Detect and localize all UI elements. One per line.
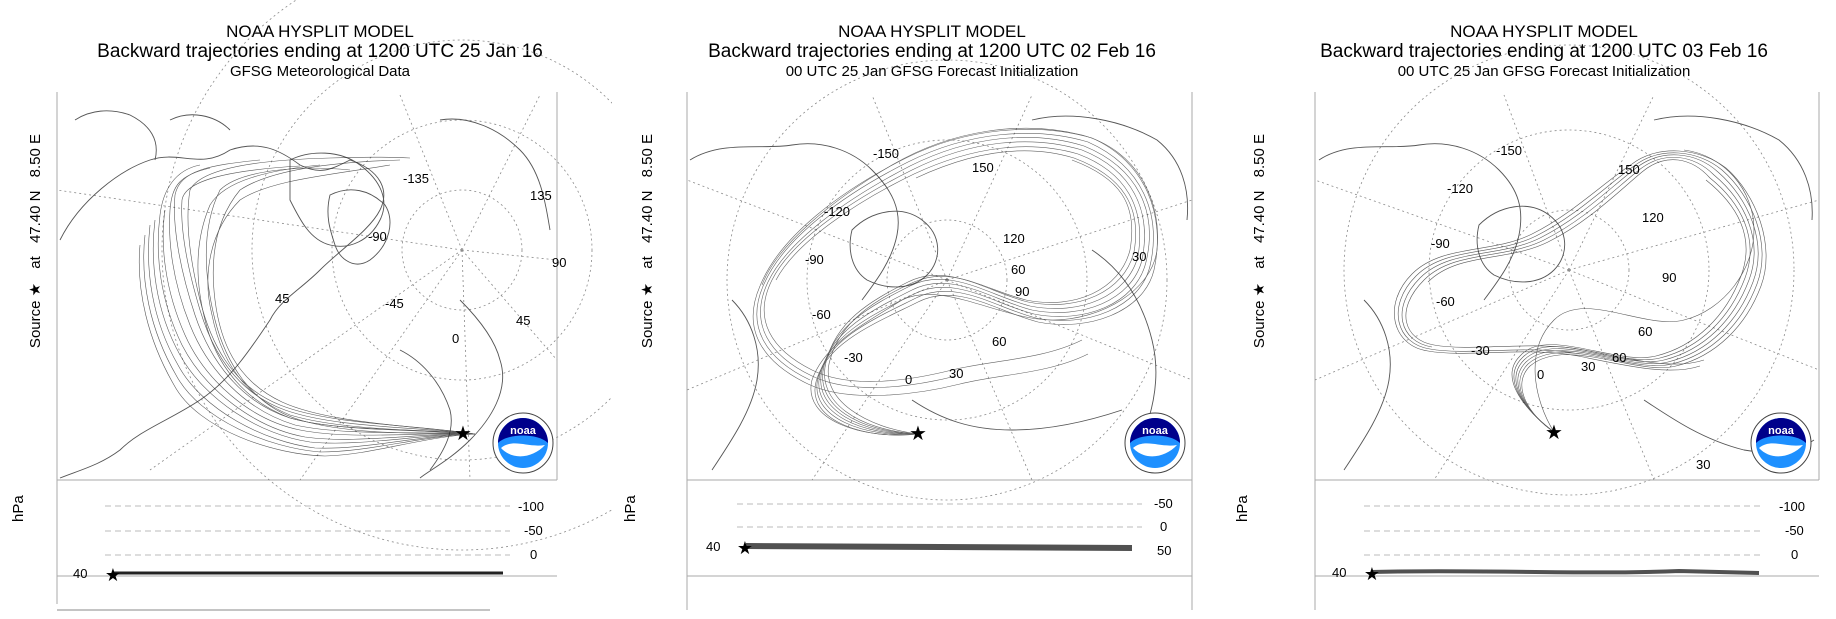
meridian-labels: -150 150 -120 120 -90 90 -60 60 -30 60 0… xyxy=(1431,143,1710,472)
logo-text: noaa xyxy=(1142,425,1169,437)
star-icon: ★ xyxy=(909,423,927,445)
star-icon: ★ xyxy=(105,565,121,585)
meridian-label: 150 xyxy=(1618,162,1640,177)
height-tick: 0 xyxy=(530,547,537,562)
meridian-label: -60 xyxy=(1436,294,1455,309)
meridian-labels: -150 150 -120 120 -90 60 90 30 -60 60 -3… xyxy=(805,146,1146,387)
meridian-label: -120 xyxy=(824,204,850,219)
meridian-label: 60 xyxy=(1638,324,1652,339)
meridian-label: 45 xyxy=(516,313,530,328)
height-tick: -100 xyxy=(518,499,544,514)
coastlines xyxy=(1318,115,1815,471)
height-profile: -100 -50 0 40 ★ xyxy=(73,499,544,585)
noaa-logo-icon: noaa xyxy=(1124,412,1186,474)
star-icon: ★ xyxy=(737,538,753,558)
star-icon: ★ xyxy=(1545,422,1563,444)
meridian-label: -45 xyxy=(385,296,404,311)
trajectory-panel-1: -135 135 -90 90 45 -45 45 0 ★ noaa -100 … xyxy=(56,0,612,611)
meridian-label: -30 xyxy=(1471,343,1490,358)
map-frame xyxy=(1314,92,1820,610)
meridian-label: 0 xyxy=(1537,367,1544,382)
plot-subtitle: 00 UTC 25 Jan GFSG Forecast Initializati… xyxy=(785,63,1079,80)
star-icon: ★ xyxy=(454,423,472,445)
meridian-label: 90 xyxy=(552,255,566,270)
trajectory-bundle xyxy=(752,128,1158,436)
meridian-label: 120 xyxy=(1003,231,1025,246)
logo-text: noaa xyxy=(510,425,537,437)
coastlines xyxy=(689,115,1189,471)
height-tick: 0 xyxy=(1791,547,1798,562)
meridian-label: 60 xyxy=(1612,350,1626,365)
meridian-label: 45 xyxy=(275,291,289,306)
meridian-label: 30 xyxy=(1132,249,1146,264)
meridian-label: -150 xyxy=(1496,143,1522,158)
meridian-label: -60 xyxy=(812,307,831,322)
trajectory-panel-3: -150 150 -120 120 -90 90 -60 60 -30 60 0… xyxy=(1314,44,1820,610)
meridian-label: -90 xyxy=(805,252,824,267)
model-name: NOAA HYSPLIT MODEL xyxy=(1450,22,1638,41)
meridian-label: -150 xyxy=(873,146,899,161)
height-tick: 0 xyxy=(1160,519,1167,534)
lat-lon-grid xyxy=(686,59,1193,501)
meridian-label: 120 xyxy=(1642,210,1664,225)
meridian-label: -90 xyxy=(1431,236,1450,251)
panel-2: NOAA HYSPLIT MODEL Backward trajectories… xyxy=(612,0,1224,619)
noaa-logo-icon: noaa xyxy=(1750,412,1812,474)
logo-text: noaa xyxy=(1768,425,1795,437)
height-start-label: 40 xyxy=(73,566,87,581)
height-tick: 50 xyxy=(1157,543,1171,558)
coastlines xyxy=(59,110,551,479)
height-tick: -50 xyxy=(1785,523,1804,538)
meridian-label: 90 xyxy=(1662,270,1676,285)
height-start-label: 40 xyxy=(1332,565,1346,580)
meridian-label: -135 xyxy=(403,171,429,186)
height-start-label: 40 xyxy=(706,539,720,554)
meridian-label: 30 xyxy=(949,366,963,381)
meridian-label: 30 xyxy=(1581,359,1595,374)
trajectory-bundle xyxy=(1394,149,1767,433)
meridian-label: -120 xyxy=(1447,181,1473,196)
meridian-label: -30 xyxy=(844,350,863,365)
model-name: NOAA HYSPLIT MODEL xyxy=(838,22,1026,41)
height-tick: -50 xyxy=(1154,496,1173,511)
plot-subtitle: 00 UTC 25 Jan GFSG Forecast Initializati… xyxy=(1397,63,1691,80)
lat-lon-grid xyxy=(1314,44,1820,496)
plot-title: Backward trajectories ending at 1200 UTC… xyxy=(1320,41,1768,62)
height-profile: -50 0 50 40 ★ xyxy=(706,496,1173,558)
star-icon: ★ xyxy=(1364,564,1380,584)
height-tick: -100 xyxy=(1779,499,1805,514)
model-name: NOAA HYSPLIT MODEL xyxy=(226,22,414,41)
meridian-label: 90 xyxy=(1015,284,1029,299)
meridian-label: 150 xyxy=(972,160,994,175)
panel-1: NOAA HYSPLIT MODEL Backward trajectories… xyxy=(0,0,612,619)
height-profile: -100 -50 0 40 ★ xyxy=(1332,499,1805,584)
meridian-label: 60 xyxy=(992,334,1006,349)
meridian-label: 0 xyxy=(905,372,912,387)
meridian-label: 60 xyxy=(1011,262,1025,277)
height-tick: -50 xyxy=(524,523,543,538)
noaa-logo-icon: noaa xyxy=(492,412,554,474)
plot-title: Backward trajectories ending at 1200 UTC… xyxy=(708,41,1156,62)
map-frame xyxy=(56,92,558,611)
meridian-label: 30 xyxy=(1696,457,1710,472)
map-frame xyxy=(686,92,1193,610)
trajectory-bundle xyxy=(138,156,476,457)
meridian-label: 0 xyxy=(452,331,459,346)
meridian-labels: -135 135 -90 90 45 -45 45 0 xyxy=(275,171,566,346)
meridian-label: 135 xyxy=(530,188,552,203)
plot-subtitle: GFSG Meteorological Data xyxy=(229,63,411,80)
trajectory-panel-2: -150 150 -120 120 -90 60 90 30 -60 60 -3… xyxy=(686,59,1193,610)
panel-3: NOAA HYSPLIT MODEL Backward trajectories… xyxy=(1224,0,1836,619)
plot-title: Backward trajectories ending at 1200 UTC… xyxy=(97,41,543,62)
meridian-label: -90 xyxy=(368,229,387,244)
